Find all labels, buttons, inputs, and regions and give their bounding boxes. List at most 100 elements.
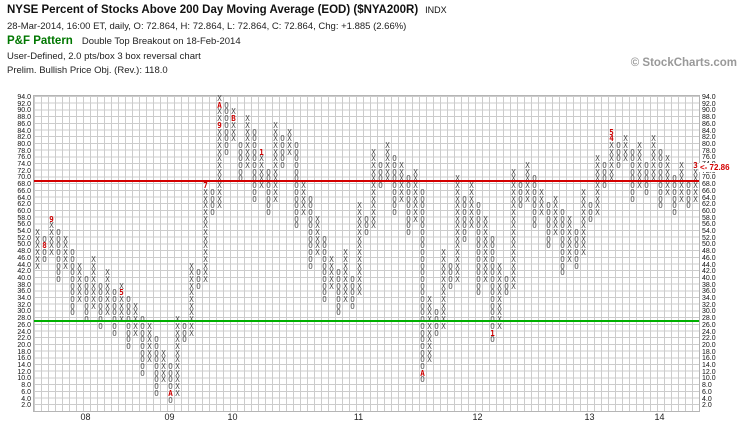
y-axis-label-right: 64.0 [702, 194, 716, 202]
y-axis-label-left: 90.0 [17, 107, 31, 115]
y-axis-label-right: 10.0 [702, 375, 716, 383]
y-axis-label-left: 42.0 [17, 268, 31, 276]
y-axis-label-left: 12.0 [17, 368, 31, 376]
month-marker: A [217, 100, 222, 110]
y-axis-label-left: 80.0 [17, 140, 31, 148]
y-axis-label-right: 24.0 [702, 328, 716, 336]
y-axis-label-right: 22.0 [702, 335, 716, 343]
pnf-column-x: XXXXXXXXXXXXXXXXXX [511, 167, 516, 291]
y-axis-label-left: 10.0 [17, 375, 31, 383]
y-axis-label-right: 18.0 [702, 348, 716, 356]
pnf-column-x: X5XXXX [119, 281, 124, 323]
y-axis-label-right: 76.0 [702, 154, 716, 162]
y-axis-label-left: 50.0 [17, 241, 31, 249]
stockcharts-watermark: © StockCharts.com [630, 57, 737, 69]
x-axis-year-label: 11 [353, 412, 364, 422]
pnf-column-x: 1XXXXX [259, 147, 264, 191]
y-axis-label-right: 12.0 [702, 368, 716, 376]
quote-line: 28-Mar-2014, 16:00 ET, daily, O: 72.864,… [7, 21, 407, 32]
y-axis-label-right: 44.0 [702, 261, 716, 269]
y-axis-label-left: 88.0 [17, 114, 31, 122]
x-axis-year-label: 09 [164, 412, 175, 422]
x-axis-year-label: 10 [227, 412, 238, 422]
y-axis-label-left: 60.0 [17, 207, 31, 215]
price-objective-line: Prelim. Bullish Price Obj. (Rev.): 118.0 [7, 65, 168, 76]
exchange-label: INDX [425, 5, 447, 15]
pnf-column-x: 54XXXXXX [609, 127, 614, 182]
y-axis-label-left: 58.0 [17, 214, 31, 222]
y-axis-label-left: 86.0 [17, 120, 31, 128]
y-axis-label-left: 8.0 [21, 382, 31, 390]
month-marker: 3 [693, 161, 698, 170]
y-axis-label-right: 48.0 [702, 248, 716, 256]
y-axis-label-left: 22.0 [17, 335, 31, 343]
pnf-pattern-value: Double Top Breakout on 18-Feb-2014 [81, 36, 241, 47]
x-axis-year-label: 13 [584, 412, 595, 422]
y-axis-label-right: 26.0 [702, 321, 716, 329]
pnf-column-o: OOOOOOOOOOOOOOOOOOOOOOOOOOOAO [420, 187, 425, 385]
y-axis-label-right: 50.0 [702, 241, 716, 249]
y-axis-label-left: 14.0 [17, 362, 31, 369]
y-axis-label-left: 76.0 [17, 154, 31, 162]
y-axis-label-left: 36.0 [17, 288, 31, 296]
chart-title-line: NYSE Percent of Stocks Above 200 Day Mov… [7, 4, 447, 16]
y-axis-label-right: 40.0 [702, 274, 716, 282]
y-axis-label-left: 48.0 [17, 248, 31, 256]
y-axis-label-left: 54.0 [17, 228, 31, 235]
y-axis-label-right: 84.0 [702, 127, 716, 135]
chart-settings-line: User-Defined, 2.0 pts/box 3 box reversal… [7, 51, 201, 62]
y-axis-label-right: 16.0 [702, 355, 716, 363]
y-axis-label-right: 8.0 [702, 382, 712, 390]
y-axis-label-left: 32.0 [17, 301, 31, 309]
y-axis-label-left: 4.0 [21, 395, 31, 403]
y-axis-label-right: 2.0 [702, 402, 712, 410]
y-axis-label-right: 30.0 [702, 308, 716, 316]
y-axis-label-left: 92.0 [17, 100, 31, 108]
x-axis-year-label: 14 [654, 412, 665, 422]
y-axis-label-right: 34.0 [702, 295, 716, 302]
y-axis-label-right: 60.0 [702, 207, 716, 215]
y-axis-label-right: 94.0 [702, 94, 716, 101]
y-axis-label-left: 46.0 [17, 254, 31, 262]
pnf-column-x: 3XXXXX [693, 161, 698, 204]
y-axis-label-left: 82.0 [17, 134, 31, 142]
pnf-pattern-label: P&F Pattern [7, 35, 73, 47]
y-axis-label-right: 90.0 [702, 107, 716, 115]
